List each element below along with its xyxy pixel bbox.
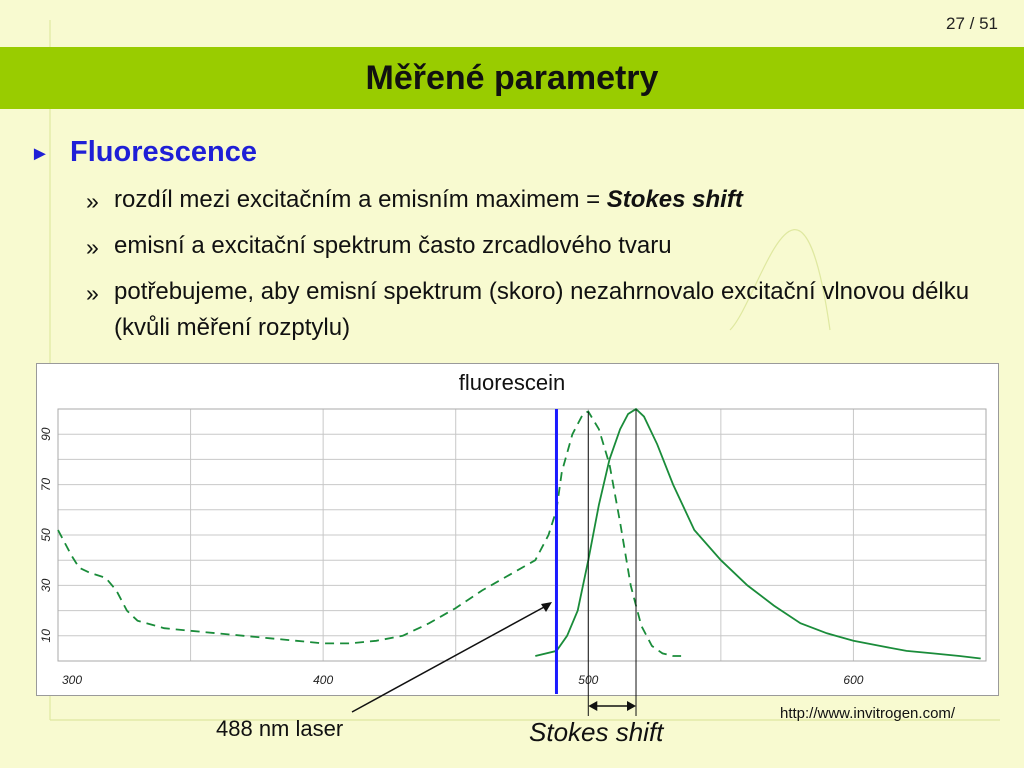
spectrum-chart — [36, 363, 999, 696]
sub-bullet-1: rozdíl mezi excitačním a emisním maximem… — [114, 182, 994, 218]
y-tick-label: 70 — [39, 478, 53, 492]
excitation-curve — [57, 410, 682, 657]
plot-frame — [57, 408, 987, 662]
sub-bullet-icon: » — [86, 234, 99, 260]
y-tick-label: 30 — [39, 578, 53, 592]
chart-annotations — [351, 409, 637, 716]
slide-title: Měřené parametry — [365, 58, 659, 97]
laser-label: 488 nm laser — [216, 716, 344, 741]
stokes-arrow-right-head — [627, 701, 637, 711]
y-tick-label: 50 — [39, 528, 53, 542]
source-url: http://www.invitrogen.com/ — [780, 705, 956, 722]
sub-bullet-icon: » — [86, 280, 99, 306]
page-number: 27 / 51 — [946, 14, 998, 33]
stokes-shift-emphasis: Stokes shift — [606, 186, 743, 213]
emission-curve — [535, 407, 981, 660]
stokes-shift-label: Stokes shift — [529, 717, 664, 747]
bullet-heading: Fluorescence — [70, 136, 257, 168]
x-tick-label: 400 — [313, 673, 333, 687]
chart-title: fluorescein — [459, 370, 565, 395]
y-tick-label: 90 — [39, 427, 53, 441]
triangle-bullet-icon: ► — [30, 143, 50, 165]
sub-bullet-1-text: rozdíl mezi excitačním a emisním maximem… — [114, 186, 607, 213]
stokes-arrow-left-head — [588, 701, 598, 711]
title-bar: Měřené parametry — [0, 47, 1024, 109]
laser-pointer-arrow — [351, 605, 547, 713]
y-tick-label: 10 — [39, 629, 53, 643]
x-tick-label: 600 — [843, 673, 863, 687]
sub-bullet-2: emisní a excitační spektrum často zrcadl… — [114, 232, 672, 259]
sub-bullet-3: potřebujeme, aby emisní spektrum (skoro)… — [114, 278, 970, 341]
sub-bullet-icon: » — [86, 188, 99, 214]
laser-pointer-arrowhead — [541, 602, 552, 612]
x-tick-label: 300 — [62, 673, 82, 687]
